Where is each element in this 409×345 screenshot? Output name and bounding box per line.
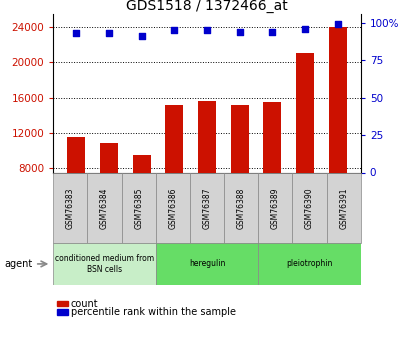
Bar [57,301,67,306]
Text: count: count [70,299,98,308]
Text: percentile rank within the sample: percentile rank within the sample [70,307,235,317]
Text: GSM76383: GSM76383 [66,187,75,229]
Bar [258,243,360,285]
Bar [198,101,216,239]
Title: GDS1518 / 1372466_at: GDS1518 / 1372466_at [126,0,287,13]
Bar [155,243,258,285]
Text: pleiotrophin: pleiotrophin [285,259,332,268]
Point [301,26,308,31]
Bar [326,172,360,243]
Text: GSM76386: GSM76386 [168,187,177,229]
Bar [165,105,183,239]
Bar [57,309,67,315]
Bar [292,172,326,243]
Point [236,29,243,34]
Bar [53,243,155,285]
Bar [258,172,292,243]
Bar [87,172,121,243]
Bar [121,172,155,243]
Bar [230,106,248,239]
Bar [155,172,189,243]
Text: conditioned medium from
BSN cells: conditioned medium from BSN cells [55,254,154,274]
Bar [53,172,87,243]
Bar [100,144,118,239]
Bar [328,27,346,239]
Text: heregulin: heregulin [189,259,225,268]
Point [171,28,177,33]
Text: GSM76389: GSM76389 [270,187,279,229]
Point [73,30,79,36]
Bar [189,172,224,243]
Bar [67,137,85,239]
Point [334,21,340,27]
Point [106,30,112,36]
Text: GSM76384: GSM76384 [100,187,109,229]
Bar [295,53,313,239]
Bar [224,172,258,243]
Text: GSM76390: GSM76390 [304,187,313,229]
Bar [133,155,150,239]
Text: GSM76391: GSM76391 [338,187,347,229]
Text: GSM76385: GSM76385 [134,187,143,229]
Bar [263,102,281,239]
Text: GSM76387: GSM76387 [202,187,211,229]
Text: agent: agent [4,259,32,269]
Point [268,29,275,34]
Point [138,33,145,39]
Text: GSM76388: GSM76388 [236,187,245,228]
Point [203,28,210,33]
